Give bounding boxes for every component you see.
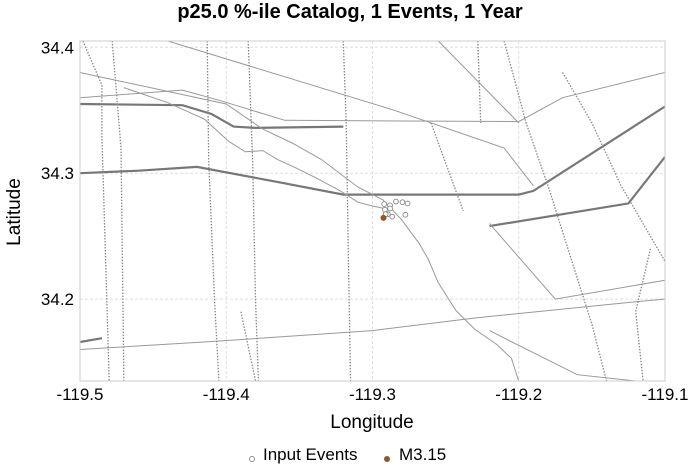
map-line-dotted (82, 41, 110, 381)
map-line-thin (80, 72, 520, 381)
map-line-thin (123, 87, 385, 209)
legend-label-m315: M3.15 (399, 445, 446, 464)
map-line-dotted (111, 41, 125, 381)
map-line-thin (489, 330, 636, 381)
y-tick-label: 34.4 (41, 38, 74, 57)
legend-marker-m315 (384, 456, 390, 462)
chart-title: p25.0 %-ile Catalog, 1 Events, 1 Year (177, 1, 523, 23)
map-line-dotted (635, 248, 652, 381)
map-line-thick (489, 156, 665, 228)
map-line-thick (80, 102, 344, 130)
map-line-dotted (342, 41, 352, 381)
y-tick-labels: 34.2 34.3 34.4 (41, 38, 74, 309)
map-lines (80, 41, 665, 381)
map-line-dotted (430, 122, 464, 212)
x-tick-label: -119.1 (642, 385, 689, 404)
input-event-point (387, 205, 393, 212)
map-line-dotted (206, 41, 220, 381)
y-axis-label: Latitude (4, 178, 25, 246)
map-line-thin (401, 41, 520, 124)
map-line-thin (489, 223, 665, 300)
x-tick-labels: -119.5 -119.4 -119.3 -119.2 -119.1 (57, 385, 689, 404)
input-event-point (404, 200, 411, 207)
input-event-point (402, 211, 409, 218)
legend-marker-input-events (249, 456, 255, 462)
x-tick-label: -119.4 (203, 385, 250, 404)
y-tick-label: 34.2 (41, 290, 74, 309)
input-event-point (393, 198, 399, 205)
legend-label-input-events: Input Events (263, 445, 358, 464)
mainshock-point (380, 214, 387, 221)
map-line-thick (80, 105, 665, 196)
input-event-point (399, 199, 406, 206)
map-line-thin (80, 298, 665, 350)
plot-area (79, 40, 666, 382)
legend: Input Events M3.15 (249, 445, 446, 464)
map-line-dotted (240, 311, 257, 381)
input-event-point (381, 201, 388, 207)
x-tick-label: -119.2 (495, 385, 542, 404)
map-line-dotted (247, 41, 260, 381)
map-line-thin (167, 41, 534, 187)
map-line-thin (80, 72, 665, 123)
x-axis-label: Longitude (330, 412, 413, 433)
input-event-point (389, 213, 396, 220)
map-line-dotted (562, 72, 665, 262)
map-line-dotted (503, 41, 608, 381)
y-tick-label: 34.3 (41, 164, 74, 183)
x-tick-label: -119.5 (57, 385, 104, 404)
x-tick-label: -119.3 (349, 385, 396, 404)
data-points (380, 198, 411, 221)
map-line-thick (80, 337, 103, 344)
